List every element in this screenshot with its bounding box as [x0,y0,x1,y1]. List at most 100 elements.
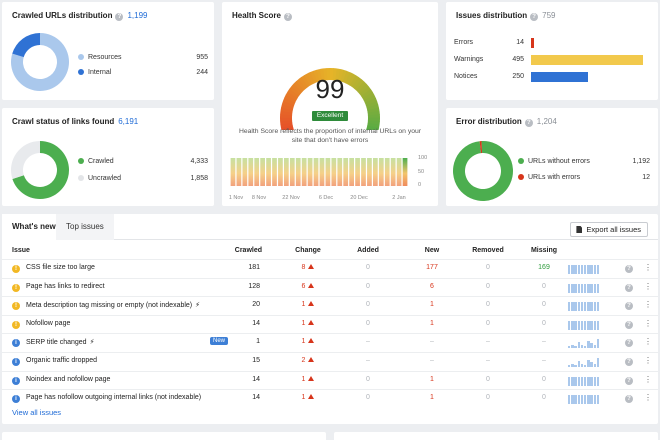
history-bar[interactable] [337,158,343,186]
history-bar[interactable] [266,158,271,186]
history-bar[interactable] [319,158,325,186]
help-icon[interactable]: ? [283,13,292,21]
table-row[interactable]: i Noindex and nofollow page 14 1 0 1 0 0? ⋮ [2,370,658,389]
header-added[interactable]: Added [357,247,379,254]
donut-slice[interactable] [453,141,513,201]
help-icon[interactable]: ? [625,265,633,273]
header-crawled[interactable]: Crawled [234,247,262,254]
more-options-icon[interactable]: ⋮ [644,263,652,272]
header-change[interactable]: Change [295,247,321,254]
history-bar[interactable] [301,158,307,186]
legend-internal[interactable]: Internal [78,69,111,76]
history-bar[interactable] [254,158,260,186]
history-bar[interactable] [402,158,408,186]
gauge-segment [349,75,360,88]
help-icon[interactable]: ? [524,119,533,127]
history-bar[interactable] [230,158,236,186]
history-bar[interactable] [260,158,265,186]
issues-dist-value-notices[interactable]: 250 [512,73,524,80]
history-bar[interactable] [248,158,254,186]
table-row[interactable]: ! Nofollow page 14 1 0 1 0 0? ⋮ [2,314,658,333]
issue-name[interactable]: Nofollow page [26,319,71,327]
legend-urls-with-errors[interactable]: URLs with errors [518,174,580,181]
donut-slice[interactable] [10,141,40,179]
history-bar[interactable] [313,158,319,186]
donut-slice[interactable] [12,141,69,199]
donut-slice[interactable] [479,141,483,154]
history-bar[interactable] [396,158,402,186]
help-icon[interactable]: ? [625,395,633,404]
issue-name[interactable]: Organic traffic dropped [26,357,98,364]
more-options-icon[interactable]: ⋮ [644,356,652,365]
more-options-icon[interactable]: ⋮ [644,374,652,384]
history-bar[interactable] [272,158,277,186]
table-row[interactable]: i Page has nofollow outgoing internal lin… [2,389,658,407]
history-bar[interactable] [307,158,313,186]
history-bar[interactable] [373,158,378,186]
history-bar[interactable] [325,158,331,186]
issue-name[interactable]: Page has nofollow outgoing internal link… [26,394,202,402]
tab-top-issues[interactable]: Top issues [56,214,114,240]
crawled-urls-count[interactable]: 1,199 [127,11,148,20]
history-bar[interactable] [289,158,295,186]
history-bar[interactable] [378,158,384,186]
more-options-icon[interactable]: ⋮ [644,281,652,291]
history-bar[interactable] [278,158,283,186]
header-removed[interactable]: Removed [472,247,504,254]
history-bar[interactable] [295,158,301,186]
table-row[interactable]: ! CSS file size too large 181 8 0 177 0 169? ⋮ [2,259,658,277]
table-row[interactable]: i SERP title changed ⚡︎ New 1 1 – – – –? ⋮ [2,333,658,351]
table-row[interactable]: i Organic traffic dropped 15 2 – – – –? ⋮ [2,352,658,370]
issue-name[interactable]: SERP title changed ⚡︎ [26,339,95,347]
issue-name[interactable]: Page has links to redirect [26,282,105,290]
issues-dist-bar-notices[interactable] [531,72,588,82]
crawl-status-count[interactable]: 6,191 [118,117,139,126]
donut-slice[interactable] [12,33,40,58]
header-missing[interactable]: Missing [530,247,558,254]
issue-name[interactable]: CSS file size too large [26,264,95,271]
header-issue[interactable]: Issue [12,247,30,254]
issues-dist-value-warnings[interactable]: 495 [512,56,524,63]
history-bar[interactable] [355,158,360,186]
help-icon[interactable]: ? [625,376,633,385]
tab-whats-new[interactable]: What's new [2,214,66,240]
help-icon[interactable]: ? [625,339,633,348]
history-bar[interactable] [331,158,337,186]
more-options-icon[interactable]: ⋮ [644,318,652,328]
table-row[interactable]: ! Page has links to redirect 128 6 0 6 0 0? ⋮ [2,277,658,296]
issues-dist-bar-warnings[interactable] [531,55,643,65]
more-options-icon[interactable]: ⋮ [644,300,652,310]
issues-dist-bar-errors[interactable] [531,38,535,48]
more-options-icon[interactable]: ⋮ [644,337,652,347]
history-bar[interactable] [242,158,248,186]
export-all-issues-button[interactable]: Export all issues [570,222,648,237]
history-bar[interactable] [384,158,390,186]
legend-resources[interactable]: Resources [78,54,121,61]
issue-name[interactable]: Meta description tag missing or empty (n… [26,302,201,310]
help-icon[interactable]: ? [115,13,124,21]
legend-urls-without-errors[interactable]: URLs without errors [518,158,590,165]
issue-name[interactable]: Noindex and nofollow page [26,375,111,383]
help-icon[interactable]: ? [625,358,633,366]
table-row[interactable]: ! Meta description tag missing or empty (… [2,296,658,314]
donut-slice[interactable] [10,33,69,91]
header-new[interactable]: New [424,247,440,254]
history-bar[interactable] [343,158,349,186]
legend-crawled[interactable]: Crawled [78,158,114,165]
history-bar[interactable] [236,158,242,186]
history-bar[interactable] [361,158,366,186]
view-all-issues-link[interactable]: View all issues [12,408,62,417]
help-icon[interactable]: ? [625,302,633,311]
issues-dist-value-errors[interactable]: 14 [516,39,524,46]
history-bar[interactable] [367,158,372,186]
gauge-segment [293,81,305,92]
legend-uncrawled[interactable]: Uncrawled [78,175,121,182]
history-bar[interactable] [349,158,354,186]
help-icon[interactable]: ? [625,320,633,329]
more-options-icon[interactable]: ⋮ [644,393,652,403]
help-icon[interactable]: ? [625,283,633,292]
history-bar[interactable] [284,158,289,186]
error-distribution-title: Error distribution? 1,204 [456,117,557,127]
history-bar[interactable] [390,158,396,186]
help-icon[interactable]: ? [530,13,539,21]
